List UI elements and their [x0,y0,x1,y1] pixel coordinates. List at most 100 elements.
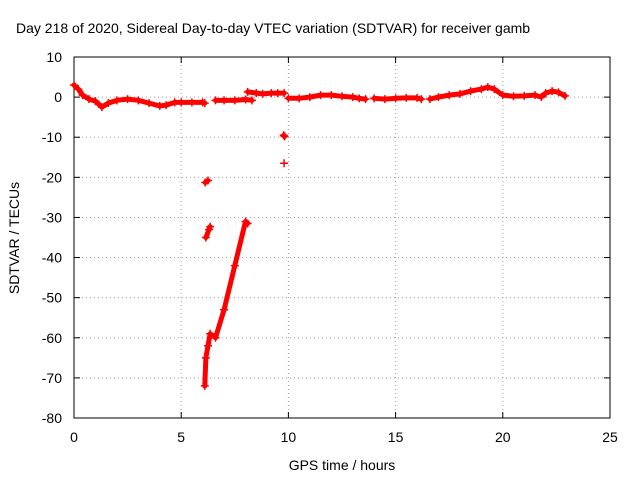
data-point [78,91,87,100]
data-point [201,353,210,362]
data-point [520,91,529,100]
data-point [355,94,364,103]
data-point [380,95,389,104]
data-point [280,159,289,168]
data-marks [70,81,569,390]
y-tick-label: -10 [42,129,62,145]
series-segment-8 [280,159,289,168]
x-tick-labels: 0 5 10 15 20 25 [70,429,618,445]
data-point [316,91,325,100]
data-point [498,91,507,100]
data-point [200,99,209,108]
y-tick-label: -30 [42,209,62,225]
data-band [202,218,251,389]
x-tick-label: 25 [602,429,618,445]
plot-frame [73,56,611,419]
data-point [490,85,499,94]
data-point [258,89,267,98]
data-point [91,97,100,106]
y-tick-label: 10 [46,49,62,65]
data-point [509,92,518,101]
y-tick-label: -50 [42,290,62,306]
data-point [201,233,210,242]
data-point [243,87,252,96]
data-point [348,93,357,102]
data-point [220,96,229,105]
y-tick-labels: -80 -70 -60 -50 -40 -30 -20 -10 0 10 [42,49,62,426]
chart-title: Day 218 of 2020, Sidereal Day-to-day VTE… [16,20,530,36]
data-point [230,96,239,105]
data-point [74,85,83,94]
data-point [104,99,113,108]
data-point [155,101,164,110]
data-point [280,89,289,98]
series-segment-3 [370,93,426,104]
data-point [252,89,261,98]
data-point [295,94,304,103]
data-point [530,91,539,100]
data-point [548,87,557,96]
series-main-trace [70,81,209,112]
y-tick-label: -40 [42,250,62,266]
data-point [204,176,212,185]
data-point [554,88,563,97]
data-point [211,96,220,105]
data-point [483,83,492,92]
x-tick-label: 10 [281,429,297,445]
series-segment-0 [211,95,256,105]
y-tick-label: -70 [42,370,62,386]
data-point [206,222,215,231]
data-point [425,95,434,104]
data-point [280,132,289,141]
data-point [284,94,293,103]
y-tick-label: -60 [42,330,62,346]
data-band [71,82,208,110]
data-point [211,333,220,342]
data-point [537,93,546,102]
data-point [145,99,154,108]
data-point [541,89,550,98]
y-axis-title: SDTVAR / TECUs [6,182,22,294]
data-point [445,91,454,100]
series-segment-2 [284,91,370,104]
data-point [204,341,212,350]
data-point [70,81,78,90]
axis-ticks [73,56,611,419]
series-segment-6 [201,222,215,242]
data-point [97,103,106,112]
data-point [560,91,569,100]
series-segment-9 [200,217,252,390]
x-tick-label: 0 [70,429,78,445]
data-point [243,219,252,228]
x-tick-label: 5 [177,429,185,445]
data-point [187,98,196,107]
data-point [230,261,239,270]
data-point [134,96,143,105]
y-tick-label: -80 [42,410,62,426]
data-point [279,131,288,140]
y-tick-label: 0 [54,89,62,105]
data-point [327,91,336,100]
data-point [370,94,379,103]
series-segment-1 [243,87,289,98]
x-tick-label: 20 [495,429,511,445]
data-point [162,101,171,110]
data-point [413,93,422,102]
data-point [112,96,121,105]
data-point [220,305,229,314]
data-point [247,96,256,105]
data-point [241,95,250,104]
data-point [177,98,186,107]
data-point [123,95,132,104]
series-segment-5 [201,176,212,187]
data-point [200,381,209,390]
data-point [402,93,411,102]
series-segment-7 [279,131,289,141]
data-point [477,85,486,94]
x-axis-title: GPS time / hours [289,457,396,473]
data-point [455,89,464,98]
data-point [305,93,314,102]
data-point [206,329,215,338]
data-point [391,94,400,103]
